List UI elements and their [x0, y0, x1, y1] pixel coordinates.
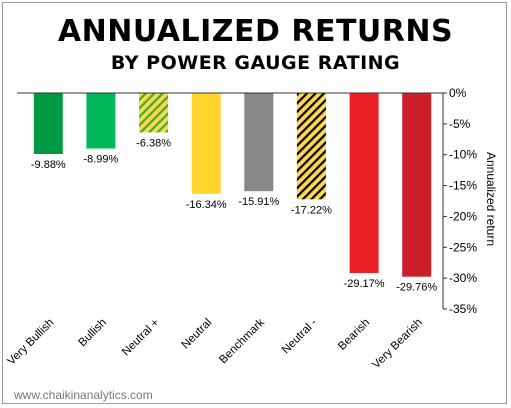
- chart-title: ANNUALIZED RETURNS: [57, 14, 454, 49]
- bar-neutral: [191, 93, 221, 194]
- category-label: Benchmark: [217, 316, 267, 366]
- y-tick-label: -35%: [449, 302, 477, 316]
- data-label: -9.88%: [31, 159, 66, 171]
- bar-bearish: [349, 93, 379, 273]
- y-tick-label: -20%: [449, 209, 477, 223]
- y-tick-label: 0%: [449, 86, 467, 100]
- category-label: Neutral: [180, 317, 215, 352]
- y-tick-label: -5%: [449, 117, 471, 131]
- data-label: -15.91%: [238, 196, 279, 208]
- data-label: -17.22%: [291, 204, 332, 216]
- y-tick-label: -10%: [449, 148, 477, 162]
- chart-subtitle: BY POWER GAUGE RATING: [110, 52, 401, 74]
- category-label: Neutral +: [120, 316, 162, 358]
- bar-very-bearish: [402, 93, 432, 277]
- category-label: Bullish: [77, 317, 109, 349]
- data-label: -8.99%: [83, 154, 118, 166]
- bar-neutral: [296, 93, 326, 200]
- x-axis-categories: Very Bullish Bullish Neutral + Neutral Bench…: [5, 316, 424, 371]
- data-label: -29.17%: [344, 278, 385, 290]
- data-label: -16.34%: [186, 199, 227, 211]
- category-label: Very Bullish: [5, 317, 56, 368]
- data-labels: -9.88% -8.99% -6.38% -16.34% -15.91% -17.22% -…: [31, 137, 438, 293]
- source-url: www.chaikinanalytics.com: [14, 388, 153, 402]
- y-tick-label: -25%: [449, 240, 477, 254]
- y-axis: 0% -5% -10% -15% -20% -25% -30% -35%: [17, 86, 477, 316]
- bar-very-bullish: [33, 93, 63, 154]
- data-label: -6.38%: [136, 137, 171, 149]
- data-label: -29.76%: [396, 282, 437, 294]
- bars-layer: [33, 93, 432, 277]
- y-axis-label: Annualized return: [484, 152, 498, 246]
- category-label: Very Bearish: [370, 317, 425, 372]
- bar-bullish: [86, 93, 116, 149]
- category-label: Bearish: [336, 317, 372, 353]
- y-tick-label: -30%: [449, 271, 477, 285]
- bar-neutral: [139, 93, 169, 133]
- category-label: Neutral -: [280, 317, 320, 357]
- bar-benchmark: [244, 93, 274, 192]
- y-tick-label: -15%: [449, 179, 477, 193]
